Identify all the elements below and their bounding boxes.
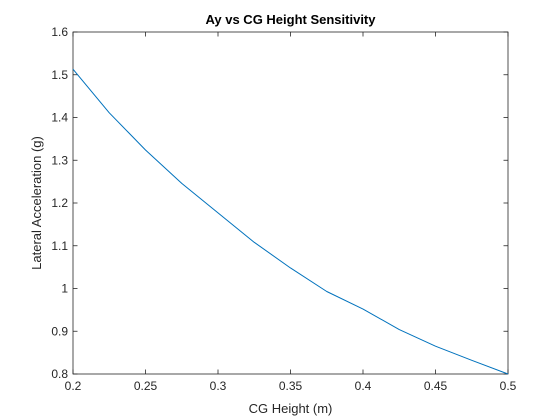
y-tick-label: 0.8: [51, 367, 68, 381]
x-axis: 0.2 0.25 0.3 0.35 0.4 0.45 0.5: [65, 32, 517, 393]
y-tick-label: 1.1: [51, 239, 68, 253]
y-tick-label: 1.4: [51, 111, 68, 125]
x-tick-label: 0.3: [210, 379, 227, 393]
x-tick-label: 0.4: [355, 379, 372, 393]
series-line: [72, 68, 509, 375]
x-tick-label: 0.45: [424, 379, 448, 393]
y-tick-label: 1: [61, 282, 68, 296]
y-axis-label: Lateral Acceleration (g): [29, 136, 44, 270]
y-tick-label: 1.3: [51, 153, 68, 167]
plot-area: [72, 31, 509, 375]
axes-frame: [72, 31, 509, 375]
x-tick-label: 0.35: [279, 379, 303, 393]
y-tick-label: 1.5: [51, 68, 68, 82]
series-layer: [72, 68, 509, 375]
y-tick-label: 1.2: [51, 196, 68, 210]
y-tick-label: 1.6: [51, 25, 68, 39]
x-tick-label: 0.2: [65, 379, 82, 393]
y-axis: 0.8 0.9 1 1.1 1.2 1.3 1.4 1.5 1.6: [51, 25, 508, 381]
chart-title: Ay vs CG Height Sensitivity: [205, 12, 376, 27]
x-axis-label: CG Height (m): [249, 401, 333, 416]
x-tick-label: 0.25: [134, 379, 158, 393]
x-tick-label: 0.5: [500, 379, 517, 393]
y-tick-label: 0.9: [51, 324, 68, 338]
